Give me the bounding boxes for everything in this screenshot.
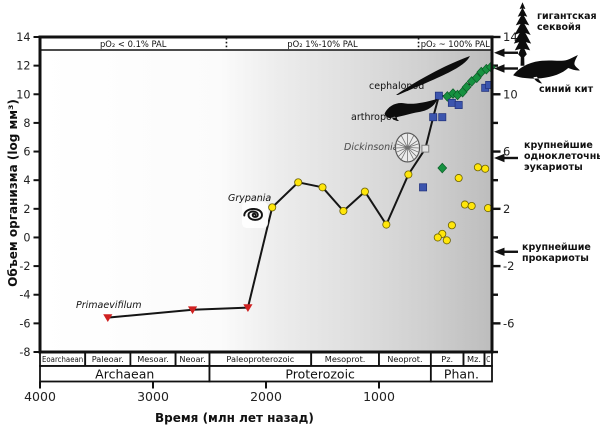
data-point-yellow-circle: [442, 236, 451, 245]
data-point-yellow-circle: [404, 170, 413, 179]
y-tick-label-right: -6: [503, 316, 514, 330]
label-blue-whale: синий кит: [539, 84, 594, 95]
data-point-blue-square: [429, 113, 438, 122]
data-point-yellow-circle: [360, 187, 369, 196]
data-point-yellow-circle: [473, 163, 482, 172]
x-tick-label: 1000: [363, 389, 395, 404]
data-point-yellow-circle: [294, 178, 303, 187]
era-subperiod-label: Mz.: [467, 354, 481, 364]
label-largest-prokaryotes: крупнейшие прокариоты: [522, 242, 591, 265]
y-tick-label-left: -2: [19, 260, 30, 273]
y-tick-label-right: -2: [503, 259, 514, 273]
y-tick-label-right: 10: [503, 87, 518, 101]
reference-arrow-head: [494, 153, 505, 163]
y-tick-label-left: -4: [19, 289, 30, 302]
era-subperiod-label: Mesoprot.: [325, 354, 366, 364]
era-eon-box: [429, 365, 493, 383]
cephalopod-icon: [396, 56, 470, 95]
y-tick-label-left: -6: [19, 317, 30, 330]
era-subperiod-label: Paleoar.: [92, 354, 124, 364]
data-point-green-diamond: [471, 72, 482, 84]
y-tick-label-left: 10: [16, 88, 30, 101]
x-tick-label: 4000: [24, 389, 56, 404]
grypania-spiral-icon: [242, 202, 268, 228]
arthropod-icon: [384, 99, 438, 122]
reference-arrow-head: [494, 64, 505, 73]
annotation-grypania: Grypania: [228, 193, 272, 204]
label-largest-unicellular-eukaryotes: крупнейшие одноклеточные эукариоты: [524, 140, 600, 174]
data-point-red-triangle: [103, 314, 113, 323]
x-tick-label: 3000: [137, 389, 169, 404]
y-axis-title: Объем организма (log мм³): [6, 99, 20, 287]
reference-arrow-head: [494, 48, 505, 57]
y-tick-label-left: 8: [23, 117, 30, 130]
data-point-yellow-circle: [454, 174, 463, 183]
data-point-yellow-circle: [318, 183, 327, 192]
reference-arrow-head: [494, 247, 505, 256]
era-eon-label: Proterozoic: [285, 366, 355, 381]
era-subperiod-label: C: [486, 354, 490, 364]
po2-band-label: pO₂ 1%-10% PAL: [287, 39, 358, 49]
y-tick-label-left: -8: [19, 346, 30, 359]
y-tick-label-left: 6: [23, 146, 30, 159]
plot-background: [40, 37, 492, 352]
y-tick-label-left: 2: [23, 203, 30, 216]
plot-frame: [38, 35, 494, 354]
y-tick-label-left: 0: [23, 231, 30, 244]
era-subperiod-label: Paleoproterozoic: [226, 354, 294, 364]
x-tick-label: 2000: [250, 389, 282, 404]
data-point-green-diamond: [461, 81, 472, 93]
era-eon-label: Phan.: [444, 366, 479, 381]
data-point-blue-square: [438, 113, 447, 122]
label-giant-sequoia: гигантская секвойя: [537, 11, 597, 34]
era-subperiod-label: Neoprot.: [387, 354, 422, 364]
po2-band: [40, 37, 492, 50]
data-point-yellow-circle: [433, 233, 442, 242]
era-subperiod-label: Eoarchaean: [42, 354, 83, 364]
y-tick-label-right: 14: [503, 30, 518, 44]
data-point-yellow-circle: [460, 200, 469, 209]
x-axis-title: Время (млн лет назад): [155, 411, 314, 425]
data-point-blue-square: [454, 101, 463, 109]
data-point-blue-square: [447, 98, 456, 107]
data-point-yellow-circle: [447, 221, 456, 230]
y-tick-label-left: 4: [23, 174, 30, 187]
data-point-yellow-circle: [268, 203, 277, 212]
data-point-blue-square: [434, 91, 443, 100]
era-subperiod-label: Mesoar.: [137, 354, 169, 364]
data-point-yellow-circle: [467, 201, 476, 210]
y-tick-label-right: 2: [503, 202, 510, 216]
annotation-primaevifilum: Primaevifilum: [76, 300, 142, 311]
data-point-yellow-circle: [382, 220, 391, 229]
y-tick-label-right: 6: [503, 145, 510, 159]
y-tick-label-left: 12: [16, 60, 30, 73]
sequoia-tree-icon: [513, 2, 532, 66]
po2-band-label: pO₂ ~ 100% PAL: [421, 39, 490, 49]
era-subperiod-label: Neoar.: [179, 354, 205, 364]
data-point-red-triangle: [243, 304, 253, 313]
y-tick-label-left: 14: [16, 31, 30, 44]
blue-whale-icon: [513, 55, 580, 84]
po2-band-label: pO₂ < 0.1% PAL: [100, 39, 167, 49]
data-point-green-diamond: [437, 162, 448, 174]
data-point-light-square: [421, 144, 430, 153]
data-point-blue-square: [419, 183, 428, 192]
era-eon-label: Archaean: [95, 366, 154, 381]
annotation-cephalopod: cephalopod: [369, 81, 425, 92]
data-point-yellow-circle: [481, 164, 490, 173]
era-subperiod-label: Pz.: [441, 354, 453, 364]
annotation-arthropod: arthropod: [351, 112, 398, 123]
data-point-red-triangle: [187, 306, 198, 315]
annotation-dickinsonia: Dickinsonia: [344, 142, 399, 153]
dickinsonia-icon: [394, 132, 421, 163]
data-point-yellow-circle: [339, 206, 348, 215]
